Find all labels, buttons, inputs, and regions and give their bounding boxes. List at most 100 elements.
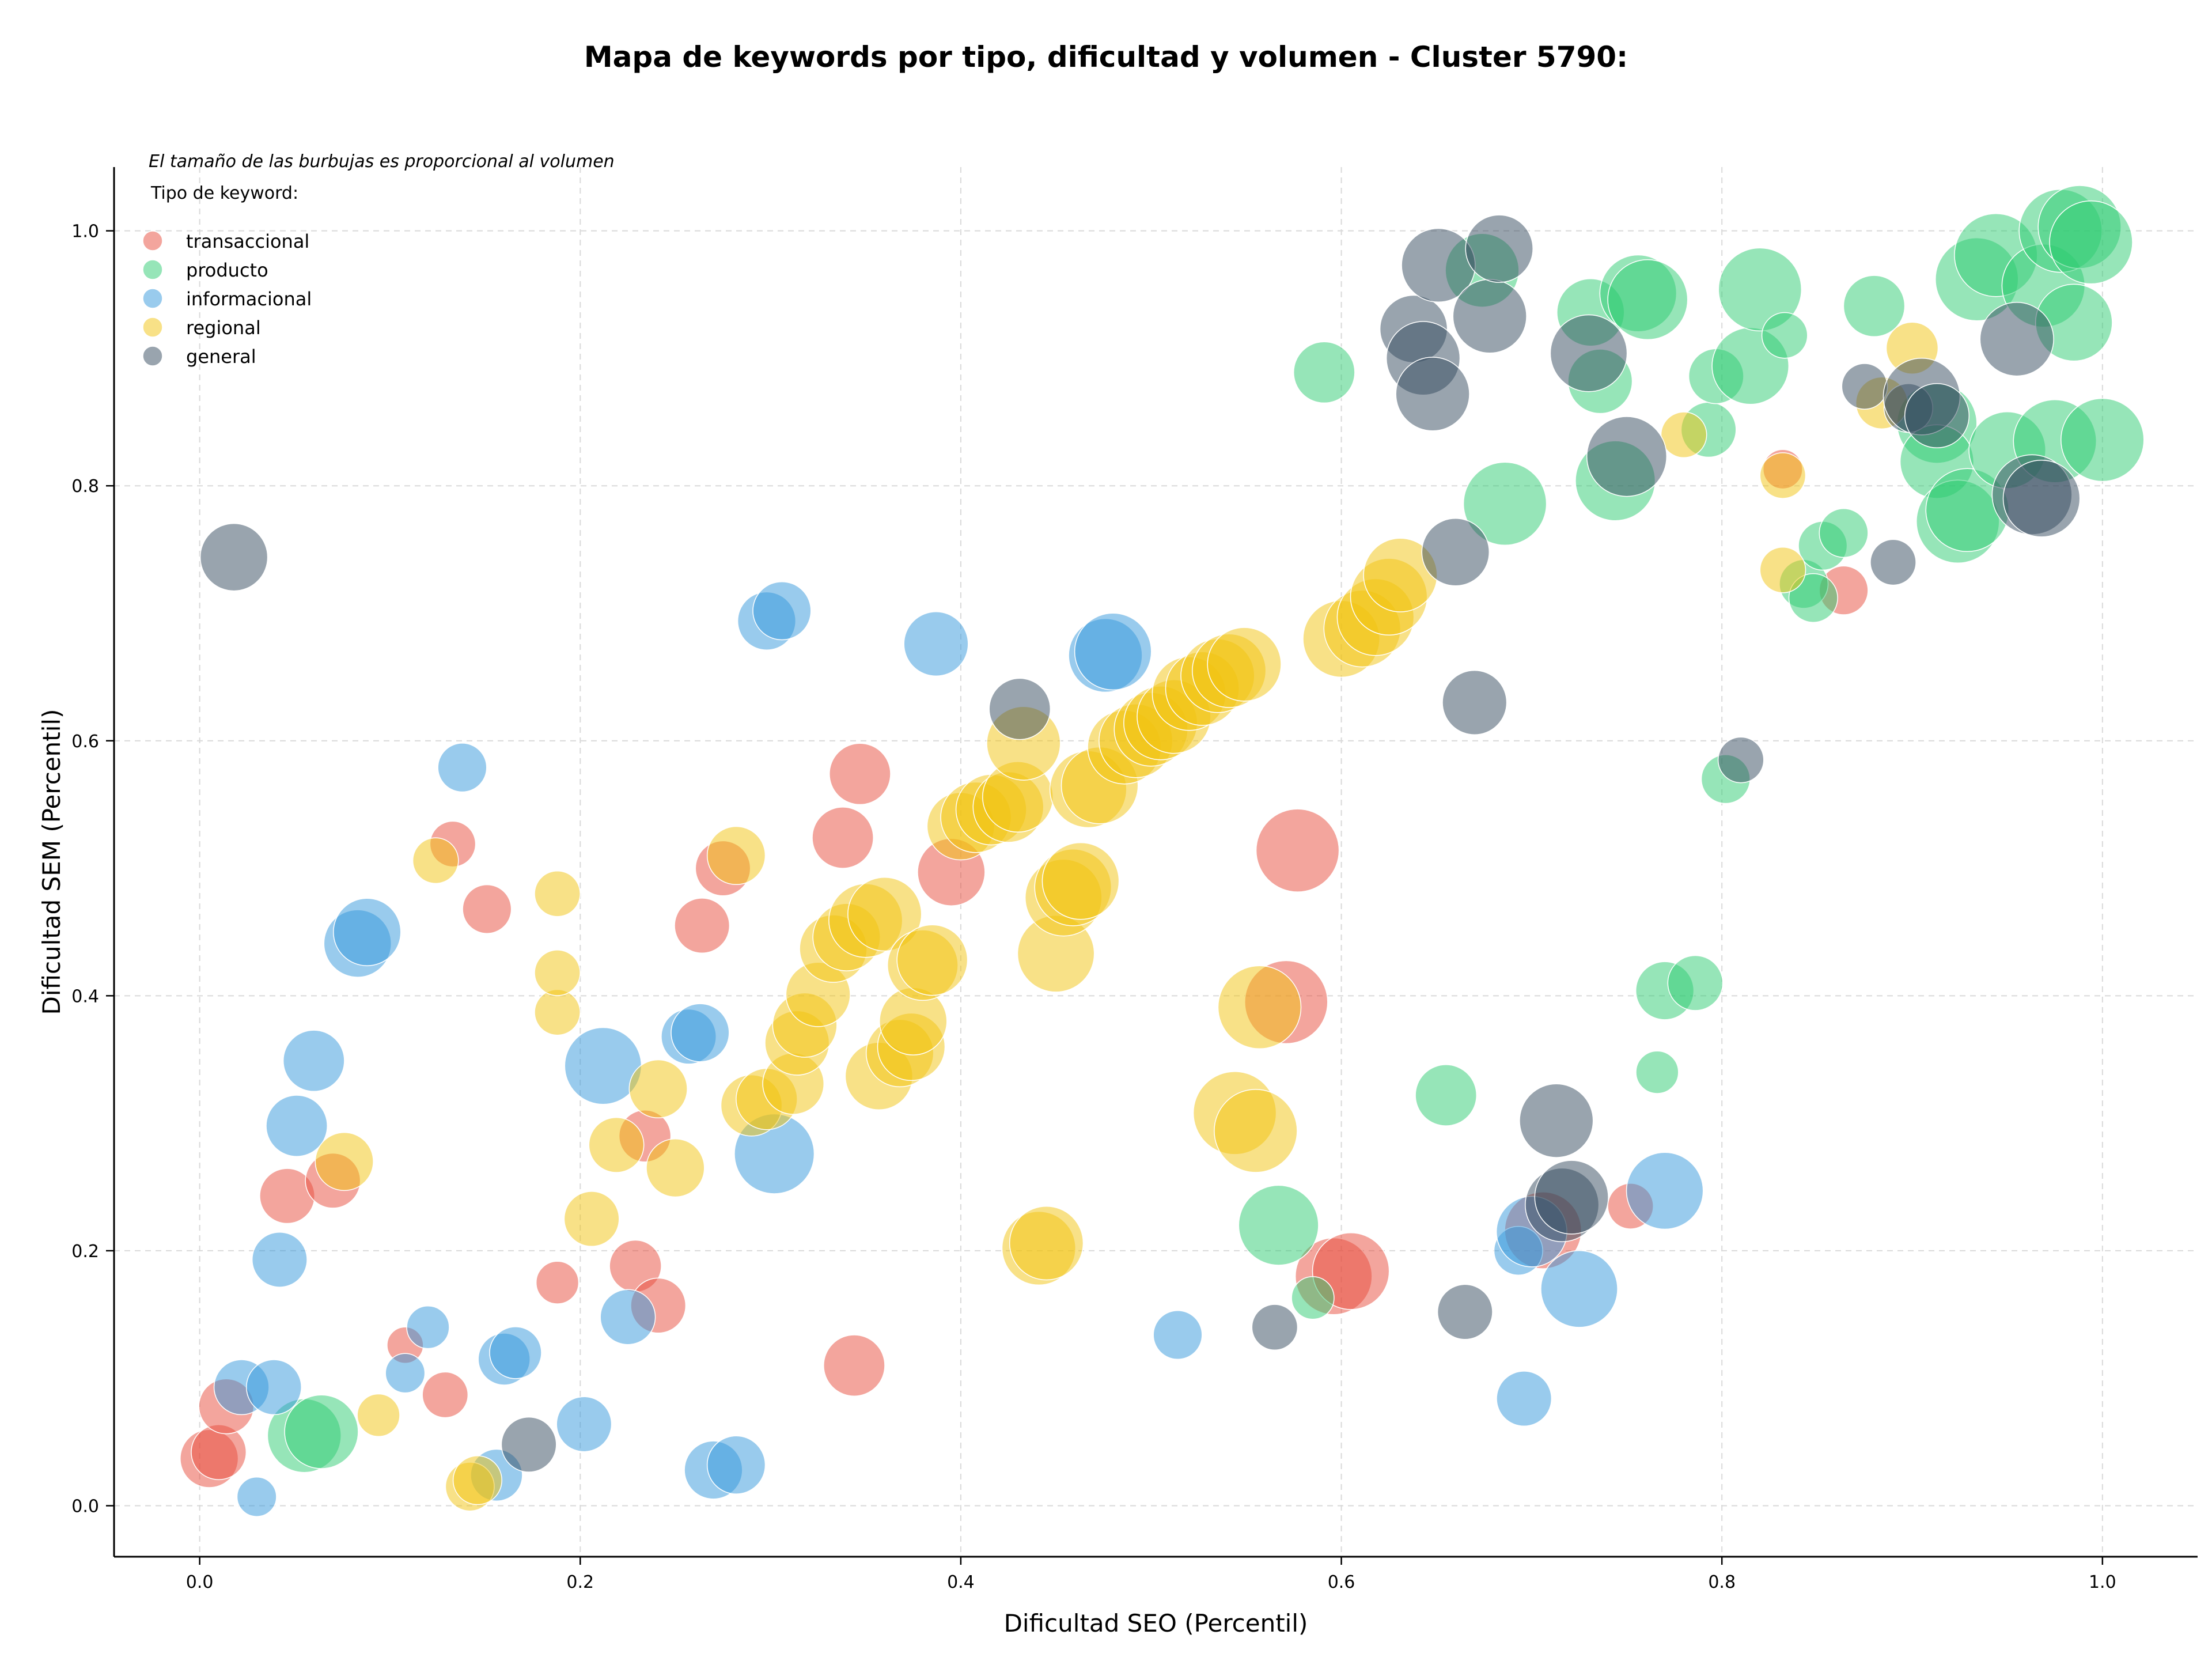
point-producto	[1667, 955, 1724, 1011]
point-producto	[1761, 312, 1808, 359]
legend-marker-general	[142, 346, 163, 366]
point-producto	[1843, 275, 1906, 338]
legend-label-regional: regional	[186, 317, 261, 339]
point-producto	[1463, 461, 1547, 546]
point-informacional	[556, 1396, 612, 1452]
legend-title: Tipo de keyword:	[150, 183, 298, 203]
point-transaccional	[462, 884, 512, 934]
point-producto	[2049, 200, 2133, 285]
point-informacional	[752, 581, 812, 641]
series-regional	[315, 321, 1939, 1512]
point-producto	[1788, 573, 1838, 623]
point-transaccional	[823, 1334, 885, 1397]
grid-lines	[114, 167, 2198, 1557]
x-tick-label: 0.0	[186, 1572, 214, 1592]
point-producto	[1293, 341, 1355, 404]
point-regional	[1041, 842, 1120, 920]
point-producto	[2061, 398, 2145, 482]
point-informacional	[385, 1353, 426, 1394]
point-regional	[357, 1393, 400, 1437]
point-producto	[1607, 259, 1688, 340]
point-transaccional	[422, 1371, 469, 1418]
point-regional	[588, 1117, 645, 1173]
y-tick-label: 0.0	[71, 1496, 99, 1516]
point-general	[1251, 1304, 1298, 1351]
point-regional	[412, 837, 459, 884]
legend-label-producto: producto	[186, 259, 268, 281]
axis-ticks: 0.0 0.2 0.4 0.6 0.8 1.0 0.0 0.2 0.4 0.6 0.8 1.0	[71, 222, 2116, 1592]
point-regional	[1759, 546, 1806, 593]
point-general	[1717, 736, 1764, 784]
point-general	[1519, 1083, 1594, 1158]
x-tick-label: 1.0	[2089, 1572, 2116, 1592]
legend-note: El tamaño de las burbujas es proporciona…	[149, 152, 615, 172]
point-regional	[1217, 965, 1302, 1050]
point-producto	[1718, 247, 1802, 332]
point-regional	[1759, 452, 1806, 499]
point-producto	[1238, 1185, 1319, 1266]
point-producto	[1415, 1064, 1478, 1126]
x-tick-label: 0.8	[1708, 1572, 1736, 1592]
point-informacional	[903, 611, 969, 677]
point-informacional	[333, 898, 402, 966]
point-regional	[534, 870, 581, 917]
point-regional	[646, 1138, 705, 1198]
point-general	[1395, 357, 1470, 432]
point-informacional	[1496, 1371, 1552, 1427]
point-informacional	[266, 1095, 328, 1157]
legend-label-general: general	[186, 346, 256, 368]
series-general	[199, 214, 2081, 1473]
point-producto	[1635, 1050, 1679, 1094]
point-producto	[284, 1394, 359, 1469]
legend-marker-producto	[142, 259, 163, 280]
point-informacional	[1626, 1152, 1704, 1230]
point-general	[1534, 1160, 1609, 1235]
point-producto	[1291, 1276, 1335, 1320]
point-informacional	[236, 1477, 277, 1517]
data-points	[180, 185, 2145, 1517]
legend: El tamaño de las burbujas es proporciona…	[142, 152, 615, 368]
x-axis-label: Dificultad SEO (Percentil)	[1004, 1609, 1308, 1637]
point-general	[2002, 459, 2081, 538]
point-regional	[1214, 1089, 1298, 1173]
point-general	[1437, 1284, 1493, 1340]
point-regional	[534, 989, 581, 1036]
point-general	[1870, 539, 1916, 586]
point-general	[199, 523, 268, 592]
point-regional	[1660, 411, 1707, 459]
point-transaccional	[535, 1261, 579, 1304]
axes	[113, 167, 2198, 1558]
point-general	[1452, 279, 1527, 354]
point-general	[501, 1416, 557, 1473]
legend-marker-regional	[142, 317, 163, 338]
point-informacional	[600, 1289, 656, 1345]
point-regional	[1009, 1205, 1084, 1281]
point-regional	[1207, 627, 1282, 702]
point-general	[1550, 314, 1628, 392]
point-informacional	[406, 1306, 450, 1349]
point-informacional	[489, 1326, 542, 1379]
point-transaccional	[674, 898, 730, 954]
x-tick-label: 0.4	[947, 1572, 975, 1592]
point-general	[1979, 302, 2054, 377]
x-tick-label: 0.6	[1328, 1572, 1355, 1592]
point-regional	[628, 1059, 688, 1119]
point-informacional	[706, 1435, 766, 1494]
legend-label-transaccional: transaccional	[186, 230, 309, 252]
point-transaccional	[812, 807, 874, 869]
point-regional	[847, 877, 922, 952]
x-tick-label: 0.2	[566, 1572, 594, 1592]
point-regional	[534, 949, 581, 996]
y-tick-label: 1.0	[71, 222, 99, 242]
y-tick-label: 0.6	[71, 732, 99, 752]
point-informacional	[246, 1359, 302, 1416]
legend-marker-transaccional	[142, 230, 163, 251]
point-informacional	[1540, 1250, 1618, 1328]
point-regional	[563, 1191, 620, 1247]
point-regional	[315, 1132, 374, 1191]
y-tick-label: 0.4	[71, 986, 99, 1007]
legend-label-informacional: informacional	[186, 288, 312, 310]
point-transaccional	[1255, 808, 1340, 892]
point-general	[988, 678, 1051, 740]
